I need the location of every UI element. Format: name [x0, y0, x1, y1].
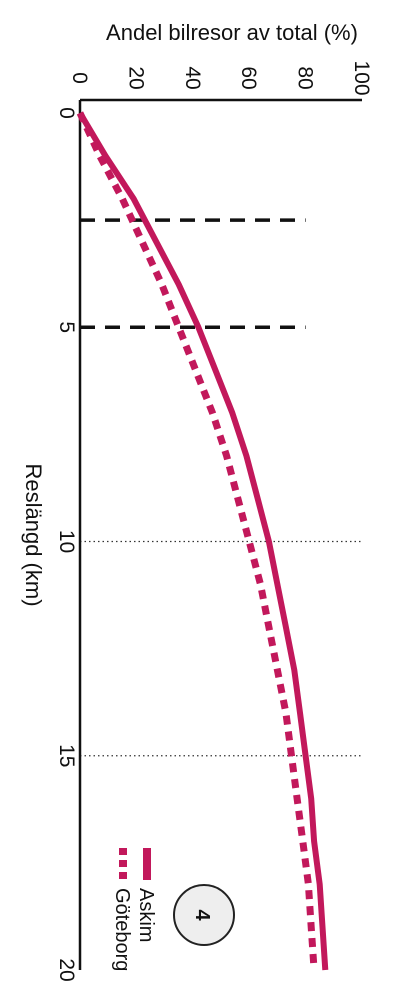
legend: Askim Göteborg	[111, 848, 157, 971]
series-line-goteborg	[76, 111, 318, 971]
axes	[78, 98, 362, 970]
legend-label-goteborg: Göteborg	[111, 888, 133, 971]
x-tick-label: 15	[55, 744, 78, 767]
badge-circle	[173, 884, 235, 946]
legend-label-askim: Askim	[135, 888, 157, 942]
x-tick-label: 5	[55, 321, 78, 333]
y-tick-label: 40	[181, 66, 204, 89]
y-tick-label: 20	[124, 66, 147, 89]
x-axis-title: Reslängd (km)	[21, 463, 46, 606]
grid-lines	[80, 540, 362, 757]
x-tick-label: 0	[55, 107, 78, 119]
badge: 4	[173, 884, 235, 946]
y-tick-label: 80	[294, 66, 317, 89]
badge-label: 4	[191, 909, 213, 921]
x-tick-label: 10	[55, 530, 78, 553]
tick-labels: 0 20 40 60 80 100 0 5 10 15 20	[55, 60, 373, 981]
reference-lines	[80, 218, 306, 329]
series-lines	[76, 111, 329, 971]
series-line-askim	[77, 111, 329, 971]
x-tick-label: 20	[55, 958, 78, 981]
y-tick-label: 100	[350, 60, 373, 95]
y-tick-label: 0	[68, 72, 91, 84]
y-tick-label: 60	[237, 66, 260, 89]
y-axis-title: Andel bilresor av total (%)	[106, 20, 358, 45]
